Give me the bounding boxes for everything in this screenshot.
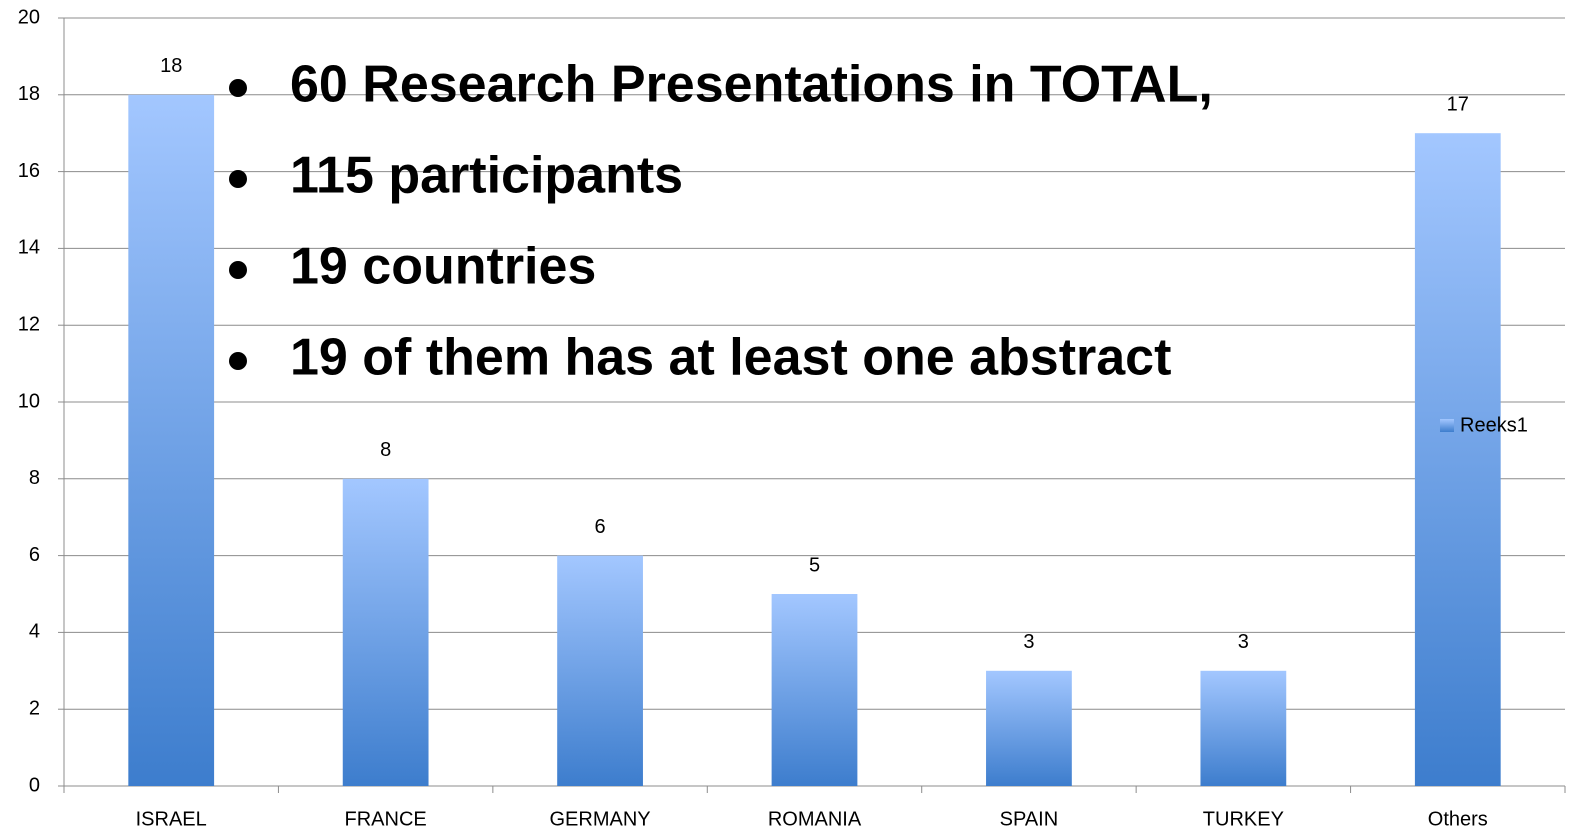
y-tick-label: 10 — [18, 390, 40, 412]
y-tick-label: 6 — [29, 544, 40, 566]
data-label: 18 — [160, 55, 182, 77]
y-tick-label: 2 — [29, 697, 40, 719]
bar — [986, 670, 1072, 786]
y-tick-label: 20 — [18, 6, 40, 28]
annotation: 115 participants — [290, 147, 683, 205]
bar — [557, 555, 643, 786]
bullet — [229, 170, 247, 188]
annotation: 19 countries — [290, 238, 596, 296]
x-tick-label: Others — [1428, 808, 1488, 830]
legend-swatch — [1440, 419, 1454, 432]
data-label: 6 — [595, 516, 606, 538]
bullet — [229, 79, 247, 97]
data-label: 5 — [809, 554, 820, 576]
data-label: 17 — [1447, 93, 1469, 115]
bullet — [229, 261, 247, 279]
y-tick-label: 14 — [18, 237, 40, 259]
y-tick-label: 0 — [29, 774, 40, 796]
data-label: 3 — [1023, 631, 1034, 653]
legend-label: Reeks1 — [1460, 414, 1528, 436]
data-label: 3 — [1238, 631, 1249, 653]
bar — [1414, 133, 1501, 786]
bar — [128, 94, 215, 787]
x-tick-label: SPAIN — [1000, 808, 1059, 830]
bar — [771, 594, 858, 786]
x-tick-label: TURKEY — [1203, 808, 1284, 830]
data-label: 8 — [380, 439, 391, 461]
y-tick-label: 8 — [29, 467, 40, 489]
x-tick-label: ISRAEL — [136, 808, 207, 830]
bullet — [229, 352, 247, 370]
bar — [1200, 670, 1287, 786]
y-tick-label: 4 — [29, 621, 40, 643]
annotation: 60 Research Presentations in TOTAL, — [290, 56, 1213, 114]
y-tick-label: 18 — [18, 83, 40, 105]
x-tick-label: ROMANIA — [768, 808, 862, 830]
bar — [342, 478, 429, 786]
x-tick-label: GERMANY — [550, 808, 651, 830]
x-tick-label: FRANCE — [345, 808, 427, 830]
annotation: 19 of them has at least one abstract — [290, 329, 1171, 387]
y-tick-label: 16 — [18, 160, 40, 182]
y-tick-label: 12 — [18, 313, 40, 335]
